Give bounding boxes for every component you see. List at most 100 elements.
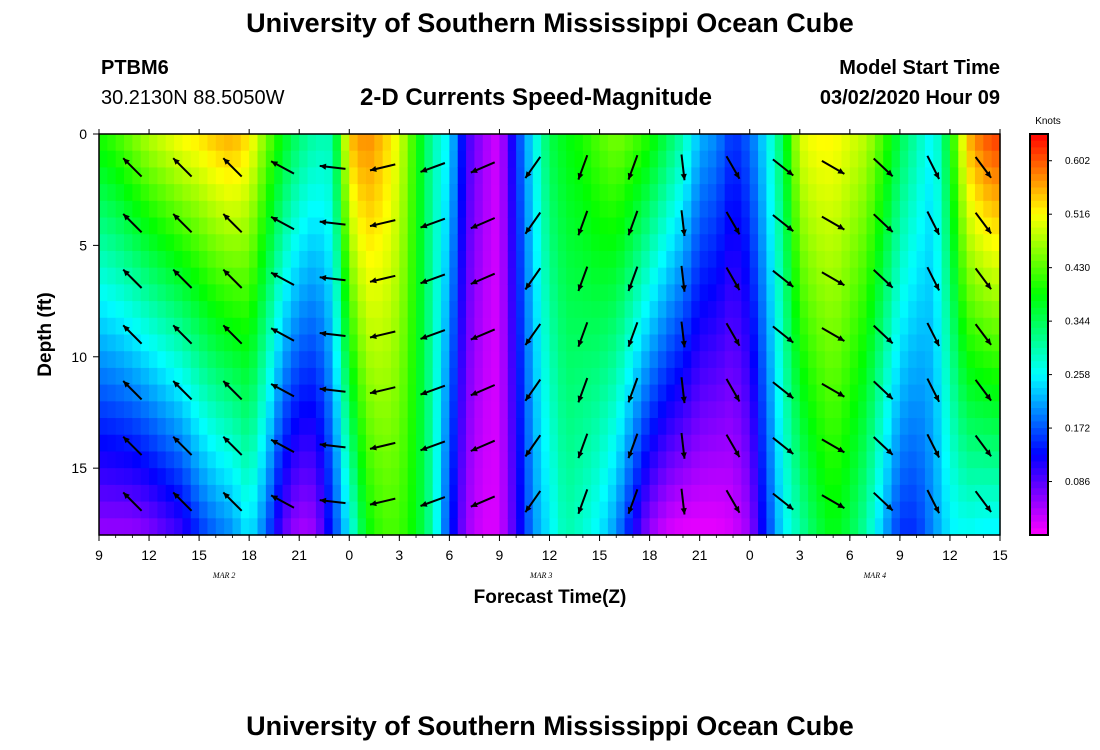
- current-vector: [319, 442, 346, 449]
- heatmap-cell: [699, 418, 709, 436]
- heatmap-cell: [140, 134, 150, 152]
- heatmap-cell: [307, 484, 317, 503]
- heatmap-cell: [315, 418, 325, 436]
- heatmap-cell: [566, 301, 576, 319]
- heatmap-cell: [449, 317, 459, 336]
- heatmap-cell: [549, 250, 559, 269]
- heatmap-cell: [382, 518, 392, 536]
- heatmap-cell: [783, 468, 793, 486]
- colorbar-step: [1030, 354, 1048, 362]
- heatmap-cell: [791, 351, 801, 369]
- heatmap-cell: [416, 418, 425, 436]
- heatmap-cell: [332, 150, 342, 169]
- heatmap-cell: [824, 250, 834, 269]
- heatmap-cell: [816, 317, 826, 336]
- heatmap-cell: [974, 134, 984, 152]
- heatmap-cell: [708, 518, 717, 536]
- heatmap-cell: [741, 167, 751, 185]
- heatmap-cell: [224, 150, 234, 169]
- heatmap-cell: [282, 150, 292, 169]
- heatmap-cell: [616, 167, 626, 185]
- heatmap-cell: [749, 384, 759, 402]
- heatmap-cell: [432, 484, 442, 503]
- heatmap-cell: [432, 167, 442, 185]
- current-vector: [974, 490, 992, 513]
- heatmap-cell: [649, 217, 659, 235]
- heatmap-cell: [416, 501, 425, 519]
- current-vector: [772, 269, 794, 288]
- heatmap-cell: [858, 501, 868, 519]
- heatmap-cell: [257, 367, 267, 386]
- heatmap-cell: [607, 200, 617, 219]
- heatmap-cell: [457, 217, 467, 235]
- heatmap-cell: [682, 317, 692, 336]
- heatmap-cell: [983, 301, 993, 319]
- heatmap-cell: [866, 150, 876, 169]
- heatmap-cell: [891, 200, 901, 219]
- heatmap-cell: [524, 434, 534, 453]
- heatmap-cell: [866, 250, 876, 269]
- heatmap-cell: [716, 401, 726, 419]
- heatmap-cell: [441, 217, 450, 235]
- heatmap-cell: [240, 167, 250, 185]
- heatmap-cell: [816, 434, 826, 453]
- current-vector: [725, 322, 741, 347]
- heatmap-cell: [808, 267, 818, 285]
- heatmap-cell: [974, 351, 984, 369]
- heatmap-cell: [582, 317, 592, 336]
- heatmap-cell: [874, 351, 884, 369]
- heatmap-cell: [157, 184, 167, 202]
- heatmap-cell: [299, 501, 309, 519]
- heatmap-cell: [149, 384, 158, 402]
- heatmap-cell: [699, 501, 709, 519]
- heatmap-cell: [424, 317, 434, 336]
- heatmap-cell: [941, 367, 951, 386]
- heatmap-cell: [657, 184, 667, 202]
- heatmap-cell: [582, 267, 592, 285]
- heatmap-cell: [115, 451, 125, 469]
- heatmap-cell: [983, 367, 993, 386]
- heatmap-cell: [883, 234, 893, 252]
- heatmap-cell: [432, 468, 442, 486]
- heatmap-cell: [257, 501, 267, 519]
- heatmap-cell: [290, 134, 300, 152]
- heatmap-cell: [708, 234, 717, 252]
- heatmap-cell: [616, 250, 626, 269]
- heatmap-cell: [833, 150, 843, 169]
- heatmap-cell: [908, 250, 918, 269]
- heatmap-cell: [457, 518, 467, 536]
- heatmap-cell: [407, 150, 417, 169]
- heatmap-cell: [549, 367, 559, 386]
- heatmap-cell: [808, 351, 818, 369]
- heatmap-cell: [199, 317, 209, 336]
- day-label: MAR 3: [529, 571, 552, 580]
- heatmap-cell: [507, 351, 517, 369]
- heatmap-cell: [708, 167, 717, 185]
- heatmap-cell: [833, 200, 843, 219]
- heatmap-cell: [933, 250, 943, 269]
- heatmap-cell: [591, 501, 601, 519]
- heatmap-cell: [883, 134, 893, 152]
- heatmap-cell: [799, 384, 809, 402]
- heatmap-cell: [232, 451, 242, 469]
- heatmap-cell: [466, 167, 476, 185]
- heatmap-cell: [165, 200, 175, 219]
- heatmap-cell: [399, 184, 409, 202]
- x-tick-label: 21: [291, 547, 307, 563]
- heatmap-cell: [924, 451, 934, 469]
- heatmap-cell: [716, 468, 726, 486]
- heatmap-cell: [549, 184, 559, 202]
- heatmap-cell: [115, 184, 125, 202]
- heatmap-cell: [399, 501, 409, 519]
- heatmap-cell: [924, 434, 934, 453]
- heatmap-cell: [641, 317, 651, 336]
- heatmap-cell: [891, 150, 901, 169]
- current-vector: [627, 266, 639, 292]
- heatmap-cell: [157, 150, 167, 169]
- heatmap-cell: [699, 334, 709, 352]
- current-vector: [873, 380, 894, 400]
- current-vector: [974, 323, 992, 346]
- heatmap-cell: [908, 167, 918, 185]
- heatmap-cell: [949, 351, 959, 369]
- heatmap-cell: [107, 217, 117, 235]
